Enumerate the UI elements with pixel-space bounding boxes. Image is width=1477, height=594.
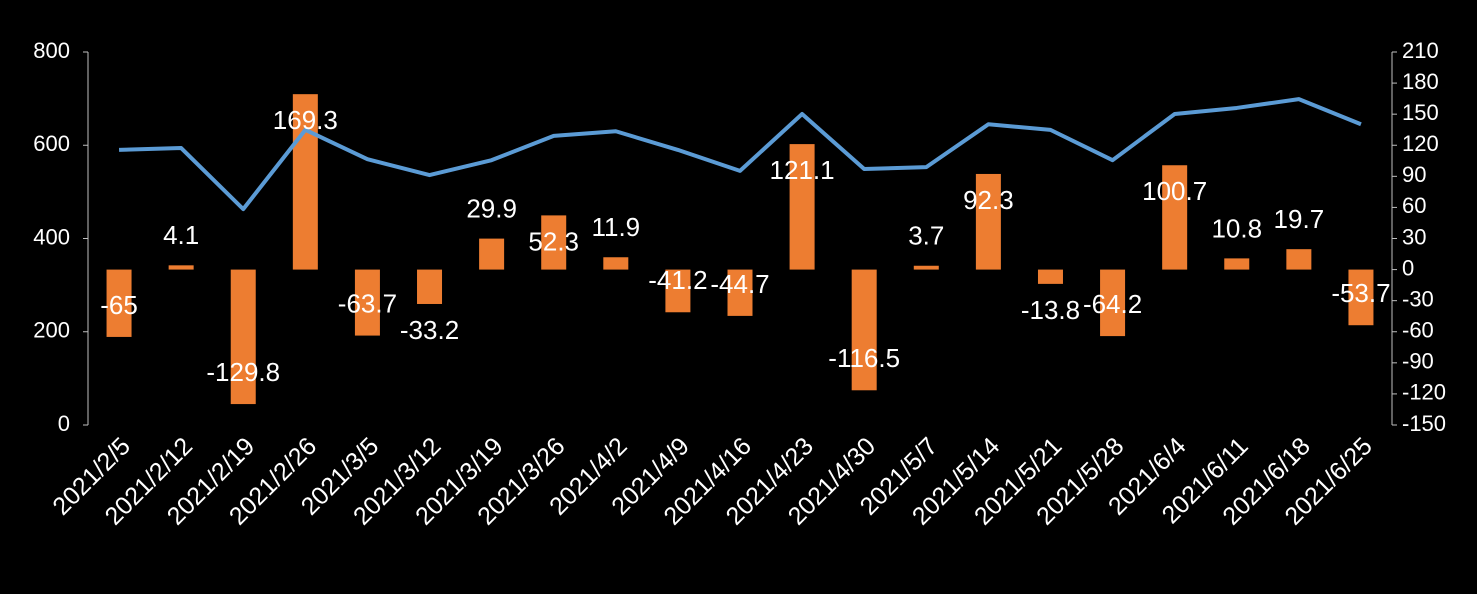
y2-tick-label: 90 — [1402, 162, 1426, 187]
bar — [168, 265, 194, 270]
data-label: 29.9 — [466, 193, 517, 223]
data-label: -41.2 — [648, 265, 707, 295]
y2-tick-label: 150 — [1402, 100, 1439, 125]
bar — [1037, 269, 1063, 284]
data-label: 169.3 — [273, 105, 338, 135]
y2-tick-label: -60 — [1402, 318, 1434, 343]
data-label: -64.2 — [1083, 289, 1142, 319]
data-label: -53.7 — [1331, 278, 1390, 308]
data-label: 92.3 — [963, 185, 1014, 215]
data-label: 3.7 — [908, 221, 944, 251]
data-label: -44.7 — [710, 269, 769, 299]
y2-tick-label: -120 — [1402, 380, 1446, 405]
bar — [727, 269, 753, 316]
data-label: -65 — [100, 290, 138, 320]
y-tick-label: 400 — [33, 224, 70, 249]
bar — [230, 269, 256, 405]
data-label: 100.7 — [1142, 176, 1207, 206]
y-tick-label: 800 — [33, 38, 70, 63]
bar — [913, 265, 939, 270]
y2-tick-label: -30 — [1402, 286, 1434, 311]
bar — [292, 94, 318, 270]
bar — [851, 269, 877, 391]
y-tick-label: 0 — [58, 411, 70, 436]
bar — [665, 269, 691, 313]
data-label: -13.8 — [1021, 295, 1080, 325]
data-label: 10.8 — [1211, 213, 1262, 243]
bar — [1224, 258, 1250, 270]
y2-tick-label: -90 — [1402, 349, 1434, 374]
data-label: 19.7 — [1274, 204, 1325, 234]
bar — [417, 269, 443, 304]
y-tick-label: 600 — [33, 131, 70, 156]
data-label: -63.7 — [338, 288, 397, 318]
y-tick-label: 200 — [33, 318, 70, 343]
bar — [1348, 269, 1374, 326]
data-label: -129.8 — [206, 357, 280, 387]
data-label: 121.1 — [770, 155, 835, 185]
bar — [541, 215, 567, 270]
bar — [603, 257, 629, 270]
y2-tick-label: 210 — [1402, 38, 1439, 63]
bar — [1286, 249, 1312, 270]
data-label: 52.3 — [528, 226, 579, 256]
y2-tick-label: 120 — [1402, 131, 1439, 156]
data-label: 4.1 — [163, 220, 199, 250]
bar — [975, 173, 1001, 270]
data-label: 11.9 — [591, 212, 640, 242]
bar — [1100, 269, 1126, 337]
bar — [354, 269, 380, 336]
data-label: -33.2 — [400, 315, 459, 345]
bar — [106, 269, 132, 337]
bar — [789, 144, 815, 270]
y2-tick-label: 30 — [1402, 224, 1426, 249]
bar — [479, 238, 505, 270]
y2-tick-label: 0 — [1402, 255, 1414, 280]
y2-tick-label: 60 — [1402, 193, 1426, 218]
line — [118, 97, 1362, 212]
y2-tick-label: -150 — [1402, 411, 1446, 436]
bar — [1162, 165, 1188, 270]
data-label: -116.5 — [828, 343, 900, 373]
y2-tick-label: 180 — [1402, 69, 1439, 94]
